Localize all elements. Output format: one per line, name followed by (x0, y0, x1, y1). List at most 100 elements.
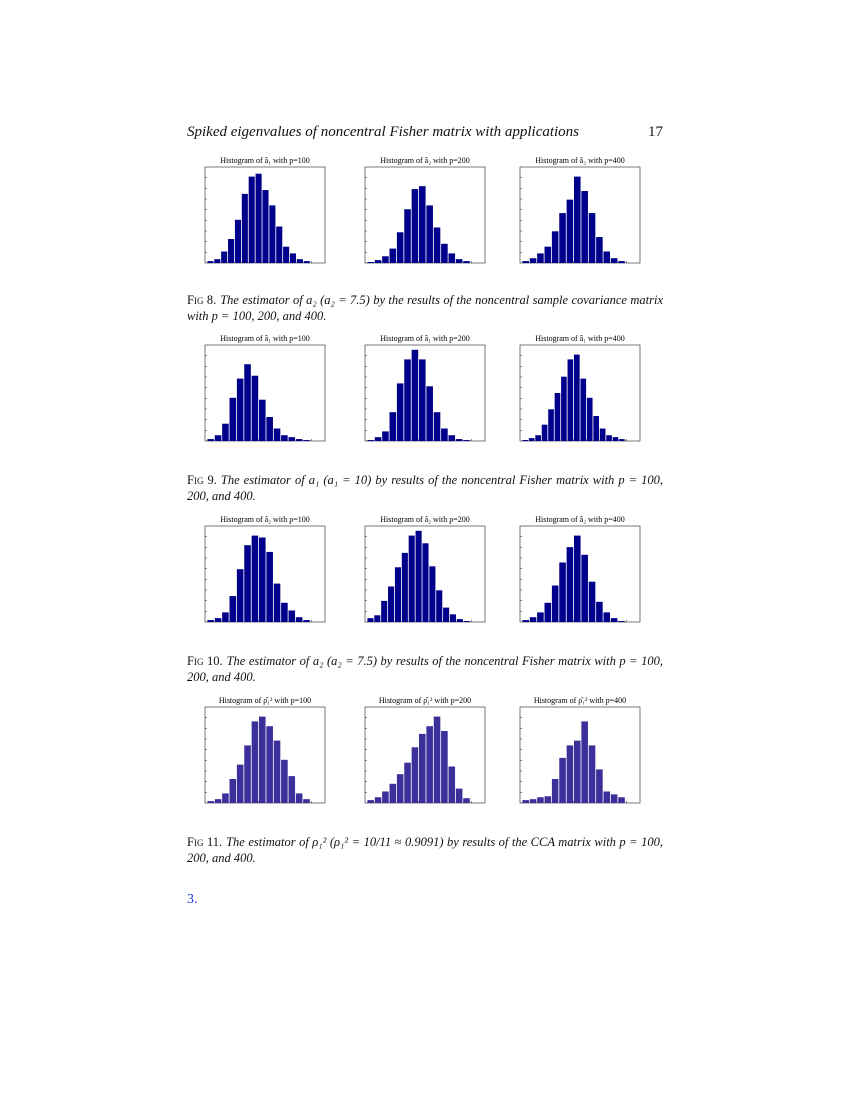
histogram-bar (214, 618, 222, 622)
histogram-bar (426, 386, 433, 441)
histogram-bar (382, 431, 389, 441)
histogram-bar (262, 190, 269, 263)
histogram-bar (441, 731, 448, 803)
histogram-bar (411, 747, 419, 803)
figure-caption: Fig 10. The estimator of a₂ (a₂ = 7.5) by… (187, 653, 663, 685)
histogram-bar (610, 794, 618, 803)
histogram-bar (455, 259, 463, 263)
histogram-bar (396, 774, 404, 803)
histogram-bar (580, 378, 587, 441)
histogram-bar (273, 740, 281, 803)
histogram-bar (273, 428, 281, 441)
histogram-bar (618, 797, 625, 803)
histogram-bar (401, 552, 408, 622)
histogram-bar (404, 359, 411, 441)
histogram-bar (389, 248, 397, 263)
histogram-bar (422, 543, 429, 622)
panel-title: Histogram of â₂ with p=200 (380, 156, 470, 165)
histogram-bar (394, 567, 401, 622)
figure-label: Fig 9. (187, 473, 217, 487)
histogram-bar (588, 213, 596, 263)
histogram-bar (241, 193, 248, 263)
histogram-bar (281, 435, 288, 441)
histogram-bar (574, 354, 580, 441)
histogram-bar (463, 621, 470, 622)
histogram-bar (222, 612, 229, 622)
histogram-bar (596, 601, 603, 622)
histogram-bar (567, 359, 574, 441)
histogram-bar (214, 435, 222, 441)
histogram-bar (269, 205, 276, 263)
histogram-bar (388, 586, 395, 622)
panel-title: Histogram of ρ̂₁² with p=400 (534, 696, 626, 705)
histogram-bar (419, 733, 426, 803)
histogram-bar (544, 602, 552, 622)
figure-caption: Fig 8. The estimator of a₂ (a₂ = 7.5) by … (187, 292, 663, 324)
histogram-bar (455, 788, 463, 803)
caption-text: The estimator of a₂ (a₂ = 7.5) by result… (187, 654, 663, 684)
histogram-bar (456, 619, 463, 622)
histogram-bar (436, 590, 443, 622)
histogram-bar (303, 261, 310, 263)
histogram-bar (415, 530, 422, 622)
panel-title: Histogram of â₁ with p=400 (535, 334, 625, 343)
histogram-bar (433, 412, 441, 441)
histogram-bar (283, 246, 290, 263)
histogram-bar (574, 535, 581, 622)
histogram-bar (559, 757, 566, 803)
histogram-bar (433, 716, 441, 803)
histogram-bar (244, 545, 251, 622)
page-number: 17 (648, 124, 663, 140)
histogram-bar (551, 231, 559, 263)
histogram-bar (566, 199, 574, 263)
histogram-bar (541, 424, 548, 441)
histogram-bar (551, 585, 559, 622)
histogram-bar (303, 620, 310, 622)
histogram-bar (603, 251, 611, 263)
histogram-bar (273, 583, 281, 622)
histogram-bar (426, 726, 433, 803)
histogram-bar (367, 440, 374, 441)
histogram-bar (448, 253, 456, 263)
histogram-bar (236, 764, 244, 803)
histogram-bar (411, 189, 419, 263)
histogram-bar (236, 378, 244, 441)
histogram-bar (612, 437, 619, 441)
histogram-bar (448, 766, 456, 803)
histogram-bar (396, 383, 404, 441)
histogram-bar (244, 364, 251, 441)
histogram-bar (228, 239, 235, 263)
histogram-bar (606, 435, 612, 441)
histogram-bar (281, 602, 288, 622)
histogram-bar (214, 799, 222, 803)
histogram-bar (207, 261, 214, 263)
histogram-bar (222, 793, 229, 803)
histogram-bar (603, 612, 611, 622)
histogram-bar (229, 596, 237, 622)
histogram-bar (411, 349, 419, 441)
histogram-bar (599, 428, 606, 441)
histogram-bar (419, 186, 426, 263)
histogram-bar (566, 745, 574, 803)
histogram-bar (618, 621, 625, 622)
histogram-bar (276, 226, 283, 263)
histogram-bar (522, 800, 529, 803)
histogram-bar (281, 759, 288, 803)
panel-title: Histogram of ρ̂₁² with p=200 (379, 696, 471, 705)
histogram-bar (207, 439, 214, 441)
histogram-bar (522, 261, 529, 263)
histogram-bar (229, 779, 237, 803)
histogram-bar (251, 375, 259, 441)
histogram-bar (537, 797, 544, 803)
histogram-bar (528, 438, 535, 441)
histogram-bar (455, 439, 463, 441)
histogram-bar (303, 799, 310, 803)
panel-title: Histogram of â₁ with p=100 (220, 334, 310, 343)
histogram-bar (234, 219, 241, 263)
histogram-bar (537, 612, 544, 622)
histogram-bar (266, 417, 273, 441)
histogram-bar (463, 261, 470, 263)
plot-frame (519, 344, 641, 442)
histogram-bar (522, 620, 529, 622)
